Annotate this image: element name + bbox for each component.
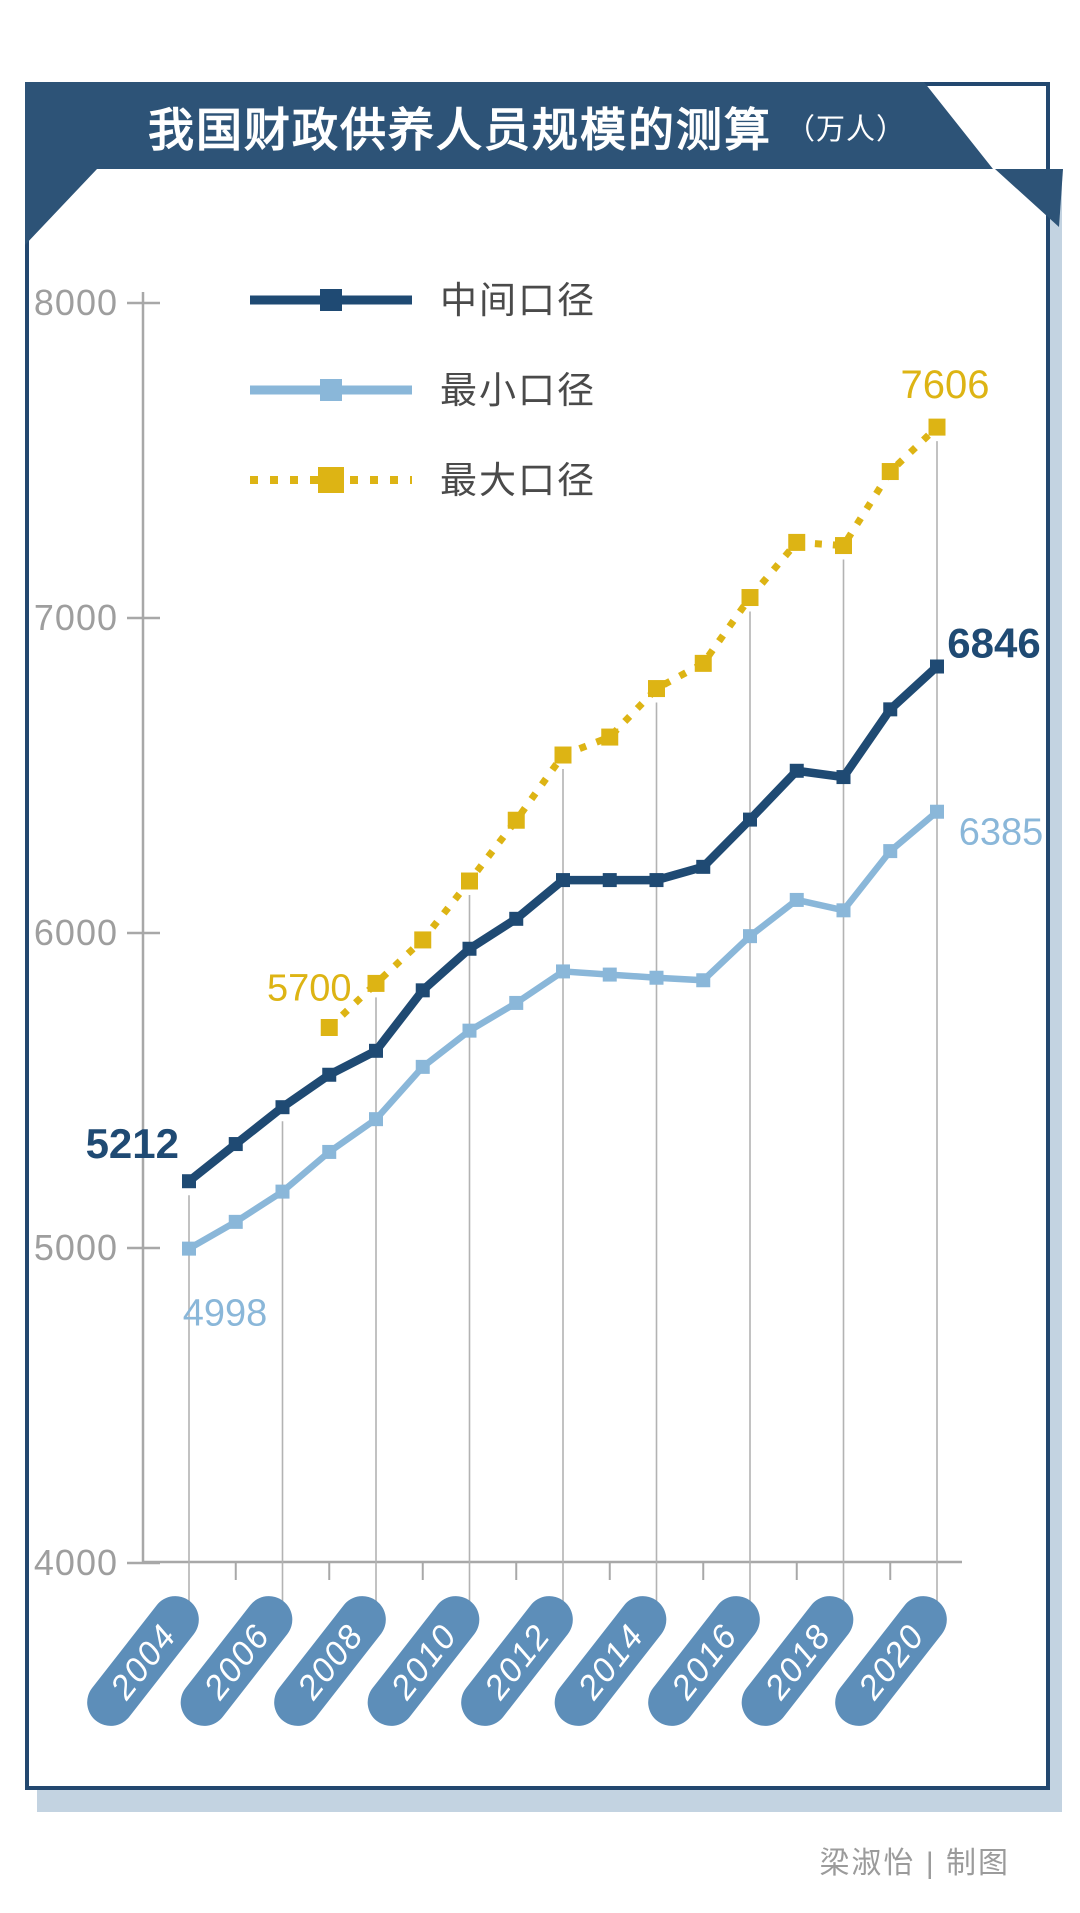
- credit-text: 梁淑怡 | 制图: [819, 1847, 1010, 1880]
- page-title: 我国财政供养人员规模的测算: [148, 104, 772, 156]
- page-title-unit: （万人）: [786, 114, 907, 146]
- chart-title-banner: 我国财政供养人员规模的测算 （万人）: [148, 88, 948, 166]
- chart-card: [25, 82, 1050, 1790]
